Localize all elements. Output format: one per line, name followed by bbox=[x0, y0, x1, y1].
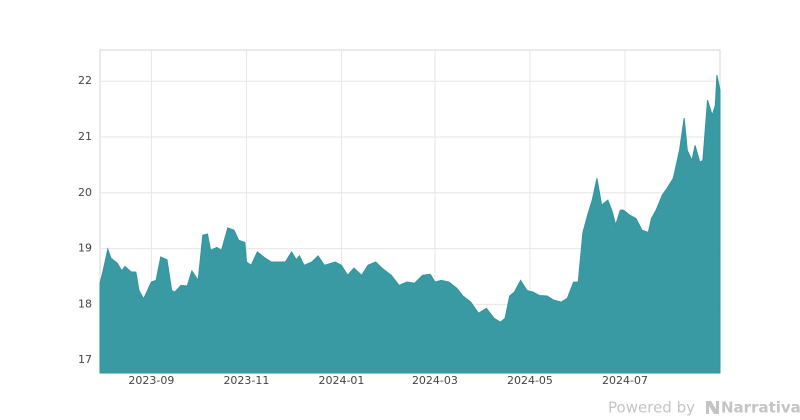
y-tick-label: 19 bbox=[78, 242, 92, 255]
x-tick-label: 2023-11 bbox=[223, 374, 269, 387]
y-tick-label: 21 bbox=[78, 130, 92, 143]
x-tick-label: 2023-09 bbox=[128, 374, 174, 387]
area bbox=[99, 75, 721, 374]
y-tick-label: 20 bbox=[78, 186, 92, 199]
y-tick-label: 18 bbox=[78, 297, 92, 310]
footer-prefix: Powered by bbox=[608, 399, 695, 417]
brand-logo bbox=[706, 401, 719, 414]
y-tick-label: 17 bbox=[78, 353, 92, 366]
x-tick-label: 2024-05 bbox=[507, 374, 553, 387]
x-tick-label: 2024-07 bbox=[602, 374, 648, 387]
footer-brand: Narrativa bbox=[721, 399, 800, 417]
x-tick-label: 2024-03 bbox=[412, 374, 458, 387]
y-tick-label: 22 bbox=[78, 74, 92, 87]
x-tick-label: 2024-01 bbox=[318, 374, 364, 387]
